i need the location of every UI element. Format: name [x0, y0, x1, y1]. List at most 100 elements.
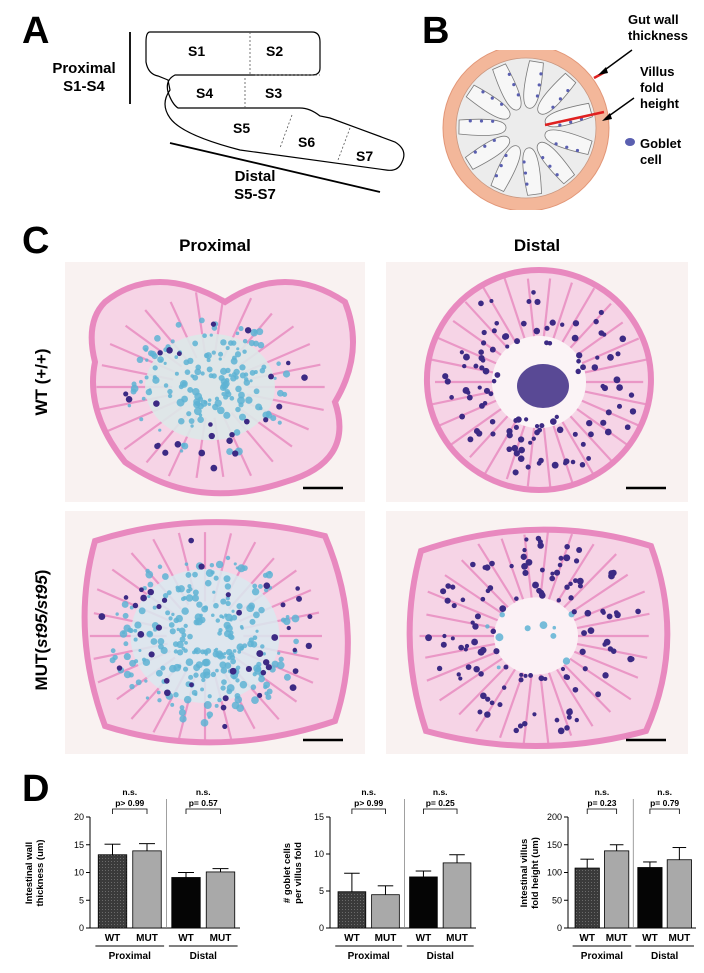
- goblet-cell-dot: [551, 105, 555, 109]
- goblet-cell: [573, 558, 580, 564]
- mucus-stain: [173, 692, 179, 698]
- mucus-stain: [163, 361, 167, 365]
- goblet-cell: [463, 647, 468, 652]
- gut-wall-thickness-label: Gut wall thickness: [628, 12, 688, 43]
- mucus-stain: [200, 649, 206, 655]
- mucus-stain: [156, 690, 161, 695]
- mucus-stain: [179, 705, 185, 710]
- goblet-cell: [505, 344, 510, 349]
- mucus-stain: [173, 617, 179, 624]
- p-value-label: p> 0.99: [354, 798, 383, 808]
- mucus-stain: [200, 399, 208, 407]
- goblet-cell: [286, 360, 291, 366]
- x-category-label: WT: [416, 933, 432, 944]
- mucus-stain: [265, 694, 272, 701]
- mucus-stain: [192, 340, 199, 347]
- goblet-cell: [572, 320, 580, 327]
- goblet-cell: [563, 554, 571, 562]
- goblet-cell: [444, 597, 451, 604]
- goblet-cell: [588, 431, 594, 438]
- mucus-stain: [168, 664, 177, 673]
- mucus-stain: [161, 573, 169, 580]
- segment-s3-label: S3: [265, 85, 283, 101]
- goblet-cell: [534, 429, 540, 436]
- goblet-cell: [292, 668, 299, 674]
- mucus-stain: [207, 402, 212, 406]
- goblet-cell: [494, 372, 501, 378]
- mucus-stain: [187, 584, 192, 589]
- mucus-stain: [192, 571, 198, 578]
- goblet-cell: [574, 717, 579, 723]
- goblet-cell: [265, 664, 272, 671]
- goblet-cell-dot: [554, 142, 558, 146]
- villus-fold: [571, 395, 641, 428]
- goblet-cell: [509, 563, 514, 569]
- comparison-bracket: [649, 808, 680, 814]
- goblet-cell: [305, 642, 312, 650]
- mucus-stain: [226, 448, 234, 455]
- mucus-stain: [232, 675, 236, 680]
- goblet-cell: [499, 605, 507, 612]
- goblet-cell: [166, 347, 173, 354]
- goblet-cell: [517, 455, 525, 462]
- villus-fold: [522, 671, 534, 746]
- mucus-stain: [209, 562, 215, 568]
- goblet-cell: [564, 584, 570, 590]
- mucus-stain: [187, 357, 194, 365]
- goblet-cell: [582, 666, 588, 672]
- goblet-cell: [471, 638, 479, 646]
- chart3-y-axis-label: Intestinal villus fold height (um): [519, 837, 541, 909]
- goblet-cell: [572, 431, 578, 437]
- goblet-cell-dot: [494, 174, 498, 178]
- goblet-cell: [153, 400, 160, 407]
- mucus-stain: [291, 614, 300, 623]
- y-tick-label: 10: [74, 868, 84, 878]
- mucus-stain: [172, 641, 179, 647]
- villus-height-pointer: [544, 110, 605, 127]
- y-tick-label: 15: [74, 840, 84, 850]
- mucus-stain: [142, 345, 149, 352]
- p-value-label: p= 0.57: [189, 798, 218, 808]
- mucus-stain: [152, 605, 157, 610]
- mucus-stain: [233, 429, 241, 436]
- goblet-cell: [465, 664, 472, 670]
- goblet-cell: [501, 333, 509, 340]
- segment-s6-label: S6: [298, 134, 316, 150]
- mucus-stain: [220, 339, 227, 346]
- goblet-cell: [506, 446, 513, 453]
- goblet-cell: [616, 384, 623, 391]
- mucus-stain: [258, 675, 265, 683]
- mucus-stain: [207, 398, 212, 402]
- goblet-cell: [515, 416, 522, 423]
- goblet-cell: [470, 620, 475, 625]
- goblet-cell: [602, 672, 609, 679]
- goblet-cell: [123, 391, 129, 397]
- x-category-label: MUT: [375, 933, 397, 944]
- mucus-stain: [220, 381, 229, 390]
- x-category-label: WT: [105, 933, 121, 944]
- proximal-region-label: Proximal S1-S4: [44, 60, 124, 96]
- goblet-cell: [480, 357, 486, 363]
- mucus-stain: [253, 370, 258, 375]
- mucus-stain: [212, 650, 220, 658]
- x-category-label: MUT: [446, 933, 468, 944]
- panel-label-c: C: [22, 220, 50, 262]
- goblet-cell: [462, 363, 467, 369]
- goblet-cell: [210, 464, 218, 472]
- significance-label: n.s.: [595, 787, 610, 797]
- mucus-stain: [144, 679, 148, 683]
- panel-label-a: A: [22, 10, 50, 52]
- mucus-stain: [280, 617, 287, 623]
- goblet-cell-dot: [522, 160, 526, 164]
- villus-fold: [573, 358, 648, 376]
- mucus-stain: [495, 633, 504, 642]
- significance-label: n.s.: [196, 787, 211, 797]
- mucus-stain: [148, 388, 152, 392]
- mucus-stain: [200, 687, 205, 692]
- mucus-stain: [195, 617, 203, 626]
- goblet-cell: [544, 325, 550, 331]
- villus-fold: [536, 141, 576, 185]
- villus-fold: [458, 118, 507, 136]
